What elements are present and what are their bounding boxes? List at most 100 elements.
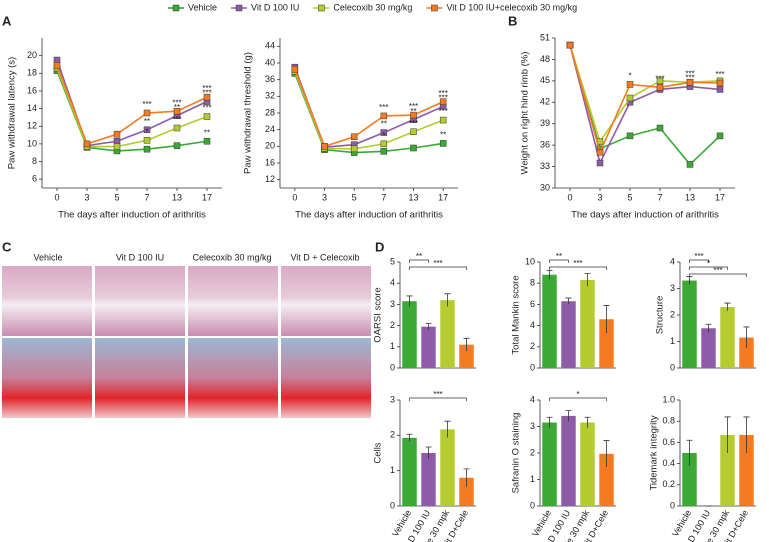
point: [203, 113, 211, 120]
significance-bracket: [549, 259, 569, 263]
y-tick-label: 0: [670, 362, 675, 372]
series-line: [569, 44, 721, 155]
point: [626, 132, 634, 140]
panel-label: A: [2, 13, 12, 28]
y-tick-label: 12: [27, 121, 37, 131]
x-tick-label: 0: [567, 192, 572, 202]
y-tick-label: 18: [27, 68, 37, 78]
point: [656, 84, 664, 91]
y-axis-label: Safranin O staining: [511, 413, 522, 494]
significance: **: [144, 117, 150, 126]
significance: ***: [433, 390, 442, 399]
y-tick-label: 45: [540, 75, 550, 85]
point: [410, 144, 417, 152]
significance: ***: [713, 266, 722, 275]
y-tick-label: 8: [32, 156, 37, 166]
y-tick-label: 6: [32, 174, 37, 184]
point: [203, 93, 211, 101]
point: [321, 143, 328, 150]
x-axis-label: The days after induction of arithritis: [295, 210, 443, 221]
bar: [682, 280, 697, 368]
panel-label: D: [375, 239, 384, 254]
point: [410, 111, 417, 119]
y-tick-label: 2: [390, 430, 395, 440]
bar: [580, 280, 595, 368]
y-tick-label: 1.0: [662, 394, 675, 404]
error-bar: [463, 337, 470, 352]
y-tick-label: 0: [390, 500, 395, 510]
significance: ***: [438, 93, 447, 102]
series-line: [569, 44, 721, 166]
panel-label: B: [508, 13, 517, 28]
y-tick-label: 3: [670, 283, 675, 293]
y-axis-label: OARSI score: [373, 287, 384, 342]
legend-label: Vit D 100 IU: [251, 2, 299, 12]
x-tick-label: 0: [292, 192, 297, 202]
point: [203, 137, 211, 145]
significance: ***: [438, 107, 447, 116]
significance: *: [145, 127, 148, 136]
y-tick-label: 12: [265, 174, 275, 184]
y-tick-label: 39: [540, 118, 550, 128]
significance: **: [174, 103, 180, 112]
significance: ***: [715, 70, 724, 79]
error-bar: [603, 305, 610, 334]
series-line: [56, 59, 208, 147]
y-tick-label: 0.2: [662, 479, 675, 489]
significance: *: [576, 390, 579, 399]
y-tick-label: 4: [390, 278, 395, 288]
y-tick-label: 28: [265, 107, 275, 117]
significance-bracket: [689, 273, 747, 277]
point: [380, 112, 388, 120]
bar: [561, 415, 576, 506]
y-tick-label: 1: [390, 465, 395, 475]
significance: **: [556, 252, 562, 261]
y-tick-label: 1: [530, 474, 535, 484]
bar: [561, 301, 576, 368]
y-tick-label: 44: [265, 41, 275, 51]
y-axis-label: Paw withdrawal latency (s): [7, 57, 18, 169]
panel-label: C: [2, 239, 12, 254]
error-bar: [584, 273, 591, 287]
significance: **: [381, 120, 387, 129]
x-tick-label: 13: [172, 192, 182, 202]
x-tick-label: 17: [715, 192, 725, 202]
x-tick-label: 5: [627, 192, 632, 202]
histology-label: Celecoxib 30 mg/kg: [192, 252, 271, 262]
y-tick-label: 32: [265, 91, 275, 101]
significance: **: [440, 131, 446, 140]
bar: [720, 307, 735, 368]
bar: [542, 274, 557, 368]
bar: [459, 344, 474, 368]
error-bar: [546, 270, 553, 279]
series-line: [56, 65, 208, 145]
series-line: [294, 66, 444, 149]
y-tick-label: 2: [670, 309, 675, 319]
x-tick-label: 3: [84, 192, 89, 202]
point: [380, 148, 388, 155]
y-tick-label: 3: [530, 421, 535, 431]
x-tick-label: 17: [202, 192, 212, 202]
y-axis-label: Structure: [655, 296, 666, 335]
significance: ***: [379, 103, 388, 112]
y-tick-label: 0.8: [662, 416, 675, 426]
significance: ***: [172, 98, 181, 107]
significance: ***: [202, 104, 211, 113]
error-bar: [603, 440, 610, 468]
bar: [402, 437, 417, 506]
point: [686, 79, 694, 86]
legend-marker: [431, 4, 438, 12]
point: [656, 77, 664, 85]
point: [380, 129, 388, 136]
significance-bracket: [409, 397, 467, 401]
y-tick-label: 4: [530, 394, 535, 404]
histology-image: [188, 338, 278, 418]
point: [439, 140, 447, 147]
y-tick-label: 36: [540, 140, 550, 150]
point: [566, 41, 574, 49]
point: [350, 133, 358, 140]
x-tick-label: 7: [381, 192, 386, 202]
y-tick-label: 0: [390, 362, 395, 372]
significance: ***: [573, 259, 582, 268]
legend-label: Vehicle: [188, 2, 217, 12]
